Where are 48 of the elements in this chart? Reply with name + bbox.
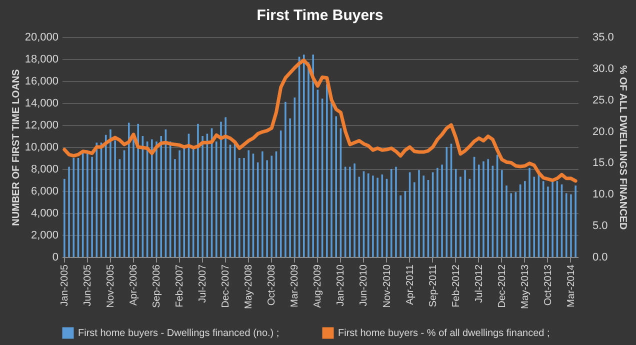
y2-tick-label: 25.0 xyxy=(592,94,614,106)
y-tick-label: 0 xyxy=(52,252,58,264)
x-tick-label: Oct-2008 xyxy=(266,264,278,306)
line-series xyxy=(62,58,578,183)
y-tick-label: 6,000 xyxy=(30,186,58,198)
x-tick-label: Mar-2014 xyxy=(566,264,577,308)
x-tick-label: Oct-2013 xyxy=(542,264,554,306)
y-tick-label: 10,000 xyxy=(24,142,58,154)
y-tick-label: 8,000 xyxy=(30,164,58,176)
y2-tick-label: 0.0 xyxy=(592,252,608,264)
y2-tick-label: 5.0 xyxy=(592,220,608,232)
y2-tick-label: 10.0 xyxy=(592,188,614,201)
x-tick-label: May-2013 xyxy=(520,264,531,309)
y2-tick-label: 35.0 xyxy=(592,32,614,44)
x-tick-label: Sep-2011 xyxy=(428,264,439,308)
y-axis-title: NUMBER OF FIRST TIME LOANS xyxy=(10,68,22,226)
y2-tick-label: 15.0 xyxy=(592,157,614,170)
x-tick-label: Apr-2006 xyxy=(128,264,140,306)
x-tick-label: Jan-2010 xyxy=(336,264,347,306)
legend-label: First home buyers - Dwellings financed (no.) ; xyxy=(78,328,280,339)
x-tick-label: Feb-2007 xyxy=(174,264,186,308)
y2-axis-title: % OF ALL DWELLINGS FINANCED xyxy=(616,65,628,230)
x-tick-label: Jan-2005 xyxy=(59,264,70,306)
y-tick-label: 14,000 xyxy=(24,98,58,110)
x-tick-label: Jun-2010 xyxy=(358,264,370,306)
y-tick-label: 20,000 xyxy=(24,32,58,44)
x-tick-label: Dec-2007 xyxy=(220,264,232,308)
x-tick-label: Feb-2012 xyxy=(450,264,462,308)
y-tick-label: 12,000 xyxy=(24,120,58,132)
x-tick-label: Jul-2012 xyxy=(474,264,485,303)
x-tick-label: Sep-2006 xyxy=(152,264,163,308)
x-tick-label: Jun-2005 xyxy=(82,264,94,306)
y-tick-label: 2,000 xyxy=(30,230,58,242)
x-tick-label: Nov-2010 xyxy=(382,264,393,308)
x-tick-label: Apr-2011 xyxy=(404,264,416,305)
chart-title: First Time Buyers xyxy=(256,7,384,24)
x-tick-label: Aug-2009 xyxy=(312,264,324,308)
x-tick-label: Dec-2012 xyxy=(496,264,508,308)
y-tick-label: 16,000 xyxy=(24,76,58,88)
x-tick-label: Mar-2009 xyxy=(290,264,301,308)
y2-tick-label: 20.0 xyxy=(592,126,614,138)
x-tick-label: Jul-2007 xyxy=(198,264,209,303)
y2-tick-label: 30.0 xyxy=(592,62,614,75)
x-tick-label: May-2008 xyxy=(244,264,255,309)
legend-label: First home buyers - % of all dwellings financed ; xyxy=(338,328,550,339)
y-tick-label: 4,000 xyxy=(30,208,58,220)
y-tick-label: 18,000 xyxy=(24,54,58,66)
x-tick-label: Nov-2005 xyxy=(105,264,116,308)
